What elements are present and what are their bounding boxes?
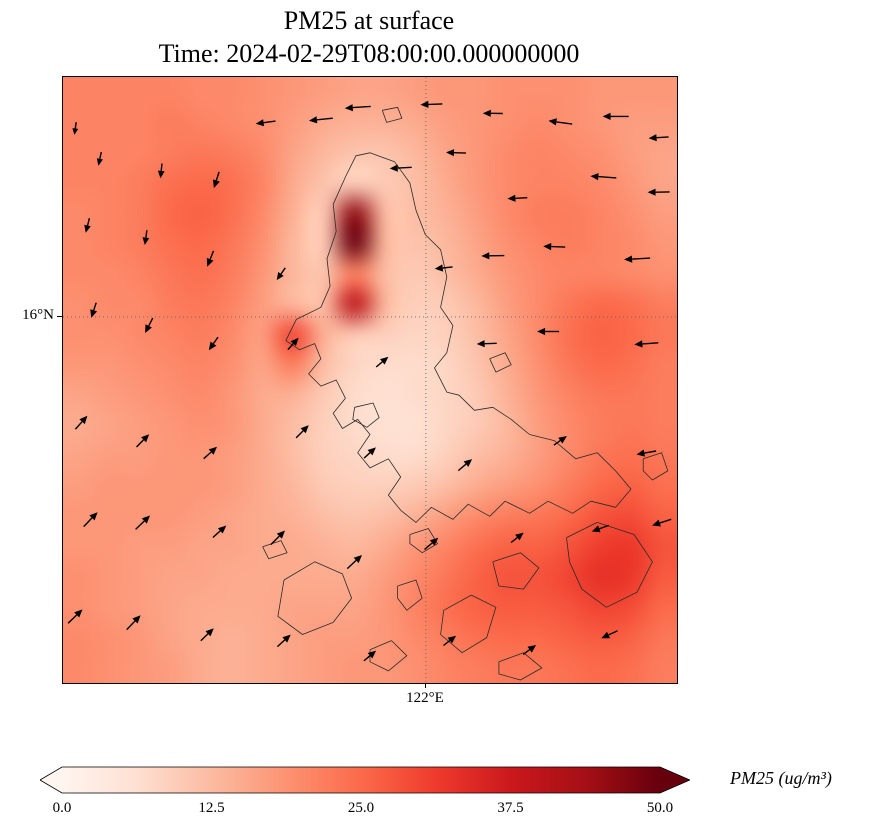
- colorbar-tick-label: 37.5: [497, 800, 524, 816]
- colorbar-tick-label: 25.0: [347, 800, 375, 816]
- colorbar-label: PM25 (ug/m³): [730, 768, 832, 788]
- coastline-island_s1: [369, 640, 408, 672]
- colorbar: 0.0 12.5 25.0 37.5 50.0: [39, 766, 692, 826]
- colorbar-gradient-bar: [39, 766, 692, 794]
- coastline-laguna_lake: [352, 402, 380, 428]
- colorbar-tick-label: 0.0: [52, 800, 72, 816]
- wind-arrow: [457, 459, 473, 472]
- map-overlay: [63, 77, 677, 683]
- wind-arrow: [212, 171, 220, 189]
- wind-arrow: [90, 302, 98, 318]
- wind-arrow: [270, 530, 285, 546]
- wind-arrow: [208, 336, 219, 351]
- wind-arrow: [287, 337, 299, 351]
- y-tick-label: 16°N: [22, 307, 54, 323]
- wind-arrow: [83, 512, 98, 528]
- wind-arrow: [647, 188, 670, 196]
- wind-arrow: [295, 425, 309, 439]
- wind-arrow: [543, 243, 566, 251]
- plot-title: PM25 at surface: [283, 6, 455, 35]
- wind-arrow: [96, 151, 103, 166]
- colorbar-tick-label: 12.5: [198, 800, 225, 816]
- map-plot-area: [62, 76, 678, 684]
- x-tick-label: 122°E: [406, 690, 444, 706]
- wind-arrow: [203, 446, 217, 460]
- wind-arrow: [72, 122, 79, 135]
- coastline-mindoro: [277, 561, 352, 635]
- wind-arrow: [308, 116, 333, 124]
- wind-arrow: [548, 118, 573, 126]
- colorbar-shape: [39, 766, 692, 794]
- wind-arrow: [482, 109, 503, 117]
- colorbar-tick-label: 50.0: [646, 800, 674, 816]
- coastline-catanduanes: [642, 452, 669, 481]
- coastline-polillo: [489, 352, 512, 373]
- wind-arrow: [591, 524, 609, 533]
- wind-arrow: [135, 515, 150, 530]
- wind-arrow: [602, 112, 629, 120]
- wind-arrow: [126, 615, 141, 631]
- plot-subtitle-time: Time: 2024-02-29T08:00:00.000000000: [158, 39, 580, 68]
- wind-arrow: [481, 252, 505, 260]
- wind-arrow: [206, 250, 215, 267]
- wind-arrow: [476, 340, 497, 348]
- wind-arrow: [344, 104, 371, 112]
- wind-arrow: [648, 134, 669, 142]
- coastline-masbate: [492, 552, 540, 590]
- wind-arrow: [200, 628, 214, 642]
- wind-arrow: [590, 173, 617, 181]
- wind-arrow: [537, 327, 560, 336]
- wind-arrow: [67, 609, 83, 624]
- wind-arrow: [74, 415, 88, 430]
- coastline-marinduque: [409, 528, 438, 554]
- wind-arrow: [434, 264, 453, 272]
- coastline-samar: [566, 522, 653, 608]
- coastline-luzon: [285, 152, 632, 523]
- wind-arrow: [363, 650, 377, 662]
- wind-arrow: [145, 317, 154, 333]
- wind-arrow: [136, 434, 150, 448]
- wind-arrow: [276, 634, 291, 648]
- wind-arrow: [553, 436, 567, 446]
- wind-arrow: [636, 449, 657, 457]
- wind-arrow: [601, 630, 618, 639]
- wind-arrow: [142, 230, 150, 245]
- wind-arrow: [255, 119, 276, 127]
- wind-arrow: [157, 163, 165, 179]
- wind-arrow: [363, 447, 376, 459]
- y-tick-mark: [57, 316, 62, 317]
- wind-arrow: [510, 532, 524, 544]
- wind-arrow: [375, 356, 389, 368]
- coastline-tablas: [397, 579, 423, 611]
- coastline-islet_north: [381, 106, 403, 123]
- wind-arrow: [276, 267, 286, 281]
- wind-arrow: [446, 149, 467, 157]
- wind-arrow: [443, 635, 457, 647]
- pm25-heatmap-canvas: [63, 77, 677, 683]
- wind-arrow: [389, 164, 412, 172]
- coastline-lubang: [262, 540, 288, 560]
- wind-arrow: [346, 555, 362, 570]
- wind-arrow: [624, 255, 651, 263]
- coastline-panay: [440, 594, 497, 654]
- x-tick-mark: [425, 683, 426, 688]
- wind-arrow: [652, 518, 672, 527]
- wind-arrow: [507, 194, 528, 202]
- coastline-island_s2: [498, 652, 543, 681]
- wind-arrow: [424, 537, 439, 550]
- wind-arrow: [420, 100, 443, 108]
- wind-arrow: [522, 645, 537, 655]
- wind-arrow: [634, 340, 659, 348]
- wind-arrow: [212, 525, 227, 539]
- wind-arrow: [84, 218, 91, 233]
